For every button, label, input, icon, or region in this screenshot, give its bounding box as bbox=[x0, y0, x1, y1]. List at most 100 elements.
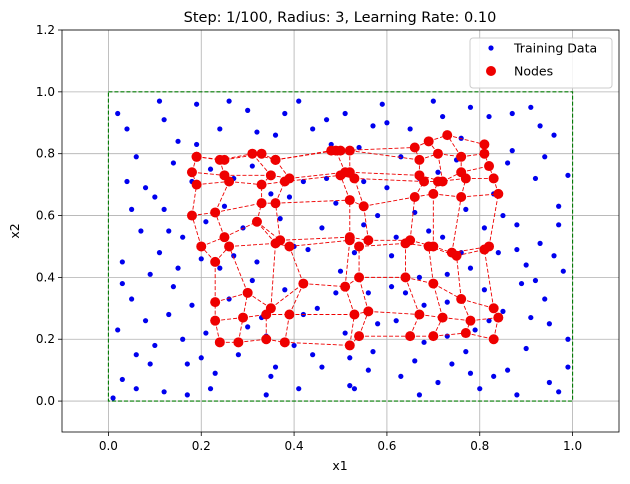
training-point bbox=[528, 314, 534, 321]
training-point bbox=[286, 194, 293, 200]
training-point bbox=[282, 110, 288, 117]
training-point bbox=[272, 132, 279, 138]
training-point bbox=[365, 290, 371, 296]
training-point bbox=[310, 352, 316, 358]
training-point bbox=[184, 392, 190, 398]
training-point bbox=[110, 395, 116, 401]
node-point bbox=[210, 315, 221, 326]
training-point bbox=[356, 144, 362, 151]
training-data-series bbox=[110, 98, 571, 401]
node-link bbox=[433, 283, 462, 300]
training-point bbox=[388, 284, 395, 290]
training-point bbox=[221, 203, 228, 209]
node-point bbox=[344, 167, 355, 178]
training-point bbox=[537, 123, 543, 129]
training-point bbox=[556, 389, 562, 395]
training-point bbox=[328, 141, 334, 148]
training-point bbox=[124, 178, 130, 185]
training-point bbox=[491, 373, 497, 379]
training-point bbox=[147, 271, 153, 277]
node-link bbox=[349, 171, 420, 176]
node-point bbox=[224, 241, 235, 252]
node-point bbox=[242, 287, 253, 298]
node-point bbox=[284, 309, 295, 320]
training-point bbox=[333, 290, 339, 296]
training-point bbox=[194, 101, 200, 107]
node-link bbox=[270, 283, 304, 309]
node-point bbox=[456, 191, 467, 202]
node-point bbox=[354, 272, 365, 283]
node-point bbox=[214, 337, 225, 348]
node-link bbox=[191, 171, 225, 176]
training-point bbox=[481, 225, 487, 231]
node-link bbox=[275, 203, 281, 241]
legend-box bbox=[469, 37, 613, 89]
training-point bbox=[505, 367, 511, 373]
node-link bbox=[191, 184, 198, 216]
training-point bbox=[388, 253, 395, 259]
node-point bbox=[210, 256, 221, 267]
node-link bbox=[191, 215, 202, 247]
node-link bbox=[251, 153, 272, 176]
node-point bbox=[279, 337, 290, 348]
training-point bbox=[296, 386, 302, 392]
node-point bbox=[409, 191, 420, 202]
node-point bbox=[363, 306, 374, 317]
node-link bbox=[270, 243, 276, 309]
training-point bbox=[198, 355, 204, 361]
node-point bbox=[270, 198, 281, 209]
node-point bbox=[256, 148, 267, 159]
training-point bbox=[342, 110, 348, 117]
node-point bbox=[400, 272, 411, 283]
node-link bbox=[284, 341, 350, 346]
node-link bbox=[358, 311, 369, 337]
node-link bbox=[228, 246, 249, 294]
training-point bbox=[546, 379, 552, 386]
node-point bbox=[437, 176, 448, 187]
legend-nodes-marker bbox=[486, 66, 496, 76]
training-point bbox=[370, 123, 376, 129]
node-point bbox=[344, 232, 355, 243]
training-point bbox=[282, 287, 288, 293]
training-point bbox=[217, 265, 223, 271]
x-tick-label: 0.0 bbox=[99, 439, 118, 453]
node-link bbox=[359, 242, 406, 247]
node-point bbox=[414, 154, 425, 165]
node-link bbox=[461, 193, 499, 198]
node-point bbox=[428, 241, 439, 252]
training-point bbox=[142, 318, 149, 324]
training-point bbox=[268, 373, 274, 379]
node-point bbox=[414, 309, 425, 320]
training-point bbox=[412, 358, 418, 364]
training-point bbox=[133, 352, 139, 358]
node-link bbox=[275, 150, 332, 161]
node-point bbox=[488, 334, 499, 345]
training-point bbox=[375, 321, 381, 327]
node-link bbox=[214, 181, 230, 213]
training-point bbox=[375, 212, 381, 219]
node-link bbox=[256, 221, 276, 244]
training-point bbox=[444, 299, 450, 305]
training-point bbox=[119, 376, 125, 383]
node-point bbox=[354, 241, 365, 252]
training-point bbox=[156, 250, 163, 256]
training-point bbox=[337, 268, 344, 274]
node-point bbox=[484, 161, 495, 172]
training-point bbox=[166, 228, 172, 234]
training-point bbox=[565, 172, 571, 178]
node-link bbox=[368, 310, 420, 315]
training-point bbox=[523, 262, 529, 268]
node-link bbox=[224, 221, 258, 238]
node-point bbox=[275, 235, 286, 246]
node-point bbox=[493, 188, 504, 199]
node-point bbox=[256, 179, 267, 190]
training-point bbox=[203, 219, 209, 225]
training-point bbox=[384, 120, 390, 126]
training-point bbox=[129, 296, 135, 302]
training-point bbox=[440, 234, 446, 240]
training-point bbox=[119, 259, 125, 265]
node-link bbox=[470, 317, 499, 322]
training-point bbox=[319, 364, 325, 370]
training-point bbox=[435, 379, 441, 386]
node-point bbox=[423, 136, 434, 147]
